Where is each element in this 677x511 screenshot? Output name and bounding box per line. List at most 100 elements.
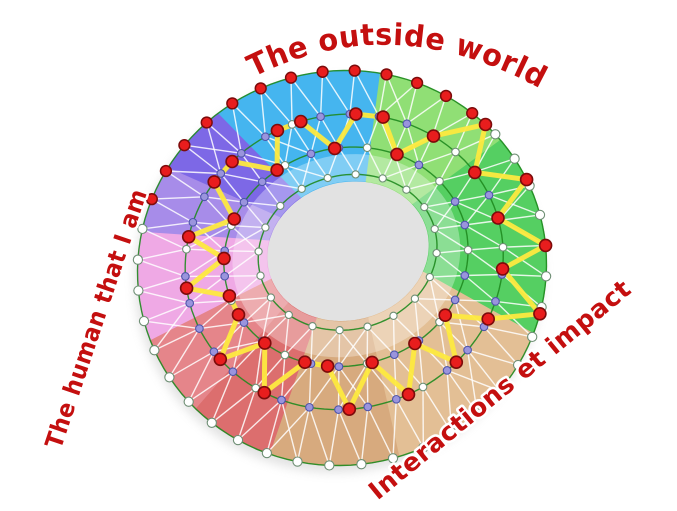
mesh-edge — [231, 225, 266, 229]
mesh-edge — [206, 121, 242, 154]
mesh-edge — [220, 173, 245, 203]
label-human-that-i-am: The human that I am — [40, 185, 153, 452]
mesh-edge — [502, 244, 546, 248]
mesh-edge — [446, 370, 453, 433]
mesh-edge — [446, 369, 478, 414]
route-node-red — [270, 163, 284, 177]
mesh-edge — [338, 330, 341, 367]
route-node-red — [491, 211, 505, 225]
ring-node — [442, 366, 452, 375]
mesh-edge — [349, 70, 356, 115]
mesh-edge — [464, 273, 503, 277]
mesh-edge — [429, 276, 456, 301]
route-node-red — [327, 141, 342, 156]
label-human-that-i-am-text: The human that I am — [37, 183, 155, 455]
ring-node — [451, 147, 460, 157]
ring-node — [216, 169, 226, 178]
mesh-edge — [198, 300, 232, 330]
ring-line-r3 — [223, 146, 469, 368]
mesh-edge — [310, 153, 329, 179]
mesh-edge — [360, 406, 369, 465]
route-node-red — [519, 172, 534, 187]
mesh-edge — [338, 147, 357, 175]
mesh-edge — [436, 249, 469, 254]
inner-node — [276, 201, 285, 211]
outer-node-red — [284, 71, 298, 84]
mesh-edge — [310, 326, 314, 364]
ring-node — [363, 402, 373, 412]
inner-node — [266, 293, 276, 302]
mesh-edge — [231, 296, 271, 302]
mesh-edge — [406, 180, 440, 191]
route-node-red — [467, 165, 482, 180]
outer-node — [356, 459, 367, 470]
outer-node-red — [439, 89, 453, 103]
inner-node — [410, 294, 420, 303]
mesh-edge — [153, 302, 191, 351]
outer-node — [534, 209, 546, 221]
mesh-edge — [418, 151, 456, 166]
mesh-edge — [454, 299, 485, 328]
outer-node — [164, 372, 175, 383]
outer-node-red — [466, 107, 479, 120]
mesh-edge — [464, 274, 496, 302]
inner-node — [378, 174, 387, 183]
mesh-edge — [231, 103, 242, 154]
mesh-edge — [231, 102, 266, 138]
ring-node — [362, 143, 372, 153]
outer-node — [149, 345, 160, 356]
mesh-edge — [211, 371, 234, 424]
mesh-edge — [137, 259, 186, 278]
mesh-edge — [138, 275, 186, 292]
outer-node — [324, 460, 335, 471]
mesh-edge — [378, 74, 388, 117]
mesh-edge — [143, 320, 200, 330]
mesh-edge — [291, 124, 312, 155]
mesh-edge — [151, 198, 194, 223]
mesh-edge — [367, 406, 394, 459]
ring-node — [498, 242, 508, 252]
mesh-edge — [308, 363, 312, 408]
mesh-edge — [154, 327, 200, 351]
outer-node-red — [348, 64, 361, 77]
inner-highlight-band — [232, 154, 461, 358]
outer-node — [494, 385, 505, 396]
mesh-edge — [220, 172, 263, 183]
mesh-edge — [266, 406, 310, 454]
mesh-edge — [237, 399, 282, 441]
mesh-edge — [429, 274, 465, 278]
ring-node — [460, 271, 470, 280]
outer-node — [261, 447, 273, 459]
mesh-edge — [366, 147, 384, 179]
mesh-edge — [284, 314, 290, 356]
route-node-red — [426, 129, 441, 143]
mesh-edge — [338, 366, 369, 408]
mesh-edge — [406, 82, 418, 124]
ring-node — [195, 324, 204, 333]
mesh-edge — [466, 349, 478, 414]
route-node-red — [222, 289, 237, 303]
mesh-edge — [434, 201, 456, 230]
inner-node — [389, 311, 398, 320]
mesh-edge — [495, 300, 533, 338]
mesh-edge — [188, 351, 215, 403]
mesh-edge — [243, 201, 281, 207]
route-node-red — [390, 147, 404, 162]
outer-node — [387, 453, 399, 464]
outer-node — [512, 359, 524, 371]
mesh-edge — [151, 196, 205, 200]
outer-node — [132, 254, 144, 265]
mesh-edge — [488, 194, 541, 216]
route-node-red — [408, 336, 422, 351]
ring-node — [435, 176, 444, 186]
mesh-edge — [438, 321, 448, 371]
outer-node-red — [316, 65, 329, 78]
mesh-edge — [232, 322, 245, 372]
mesh-edge — [434, 224, 465, 230]
route-node-red — [298, 355, 312, 370]
inner-node — [351, 170, 360, 179]
ring-node — [450, 295, 460, 305]
mesh-edge — [432, 112, 473, 137]
mesh-edge — [284, 164, 328, 179]
route-node-red — [207, 175, 221, 189]
